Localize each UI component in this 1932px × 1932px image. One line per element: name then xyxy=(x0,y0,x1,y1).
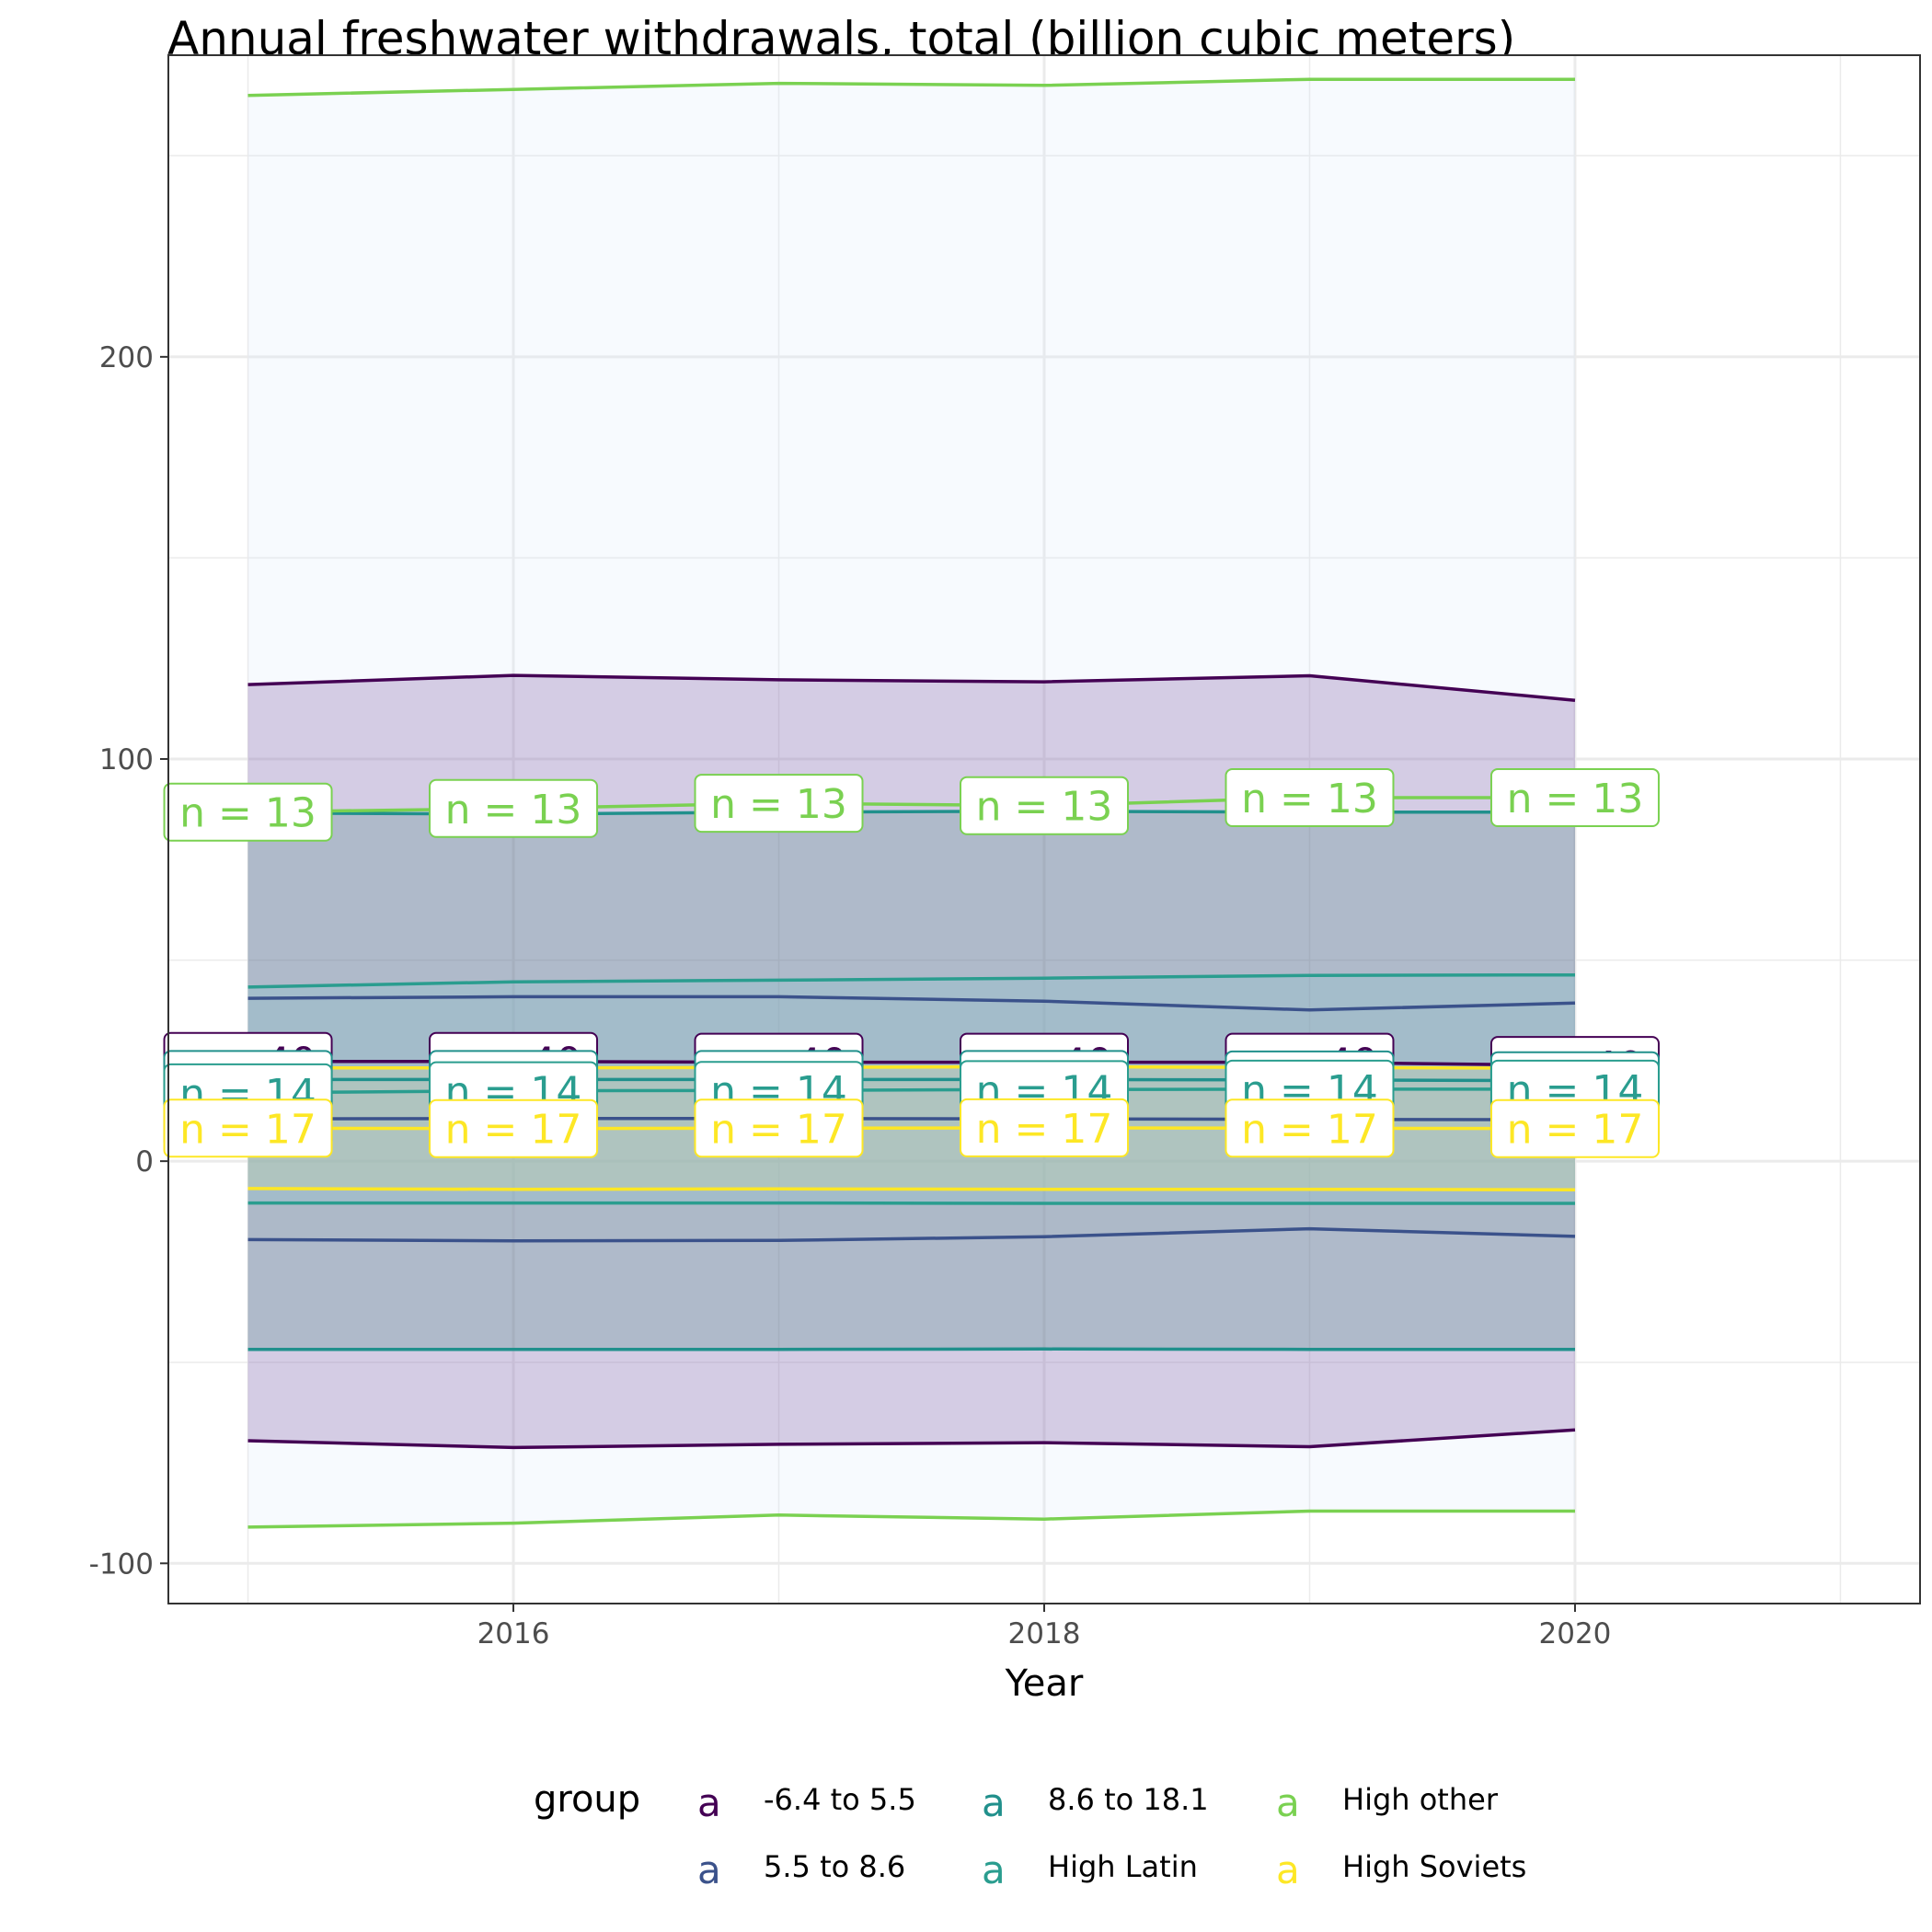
x-axis-title: Year xyxy=(1005,1662,1084,1705)
count-label-box xyxy=(163,1098,333,1158)
legend-item: a 8.6 to 18.1 xyxy=(982,1780,1209,1825)
lower-bound-line xyxy=(247,1428,1576,1450)
count-label: n = 13 xyxy=(694,774,864,834)
upper-bound-line xyxy=(247,77,1575,98)
count-label-box xyxy=(960,776,1129,835)
count-label-box xyxy=(1489,767,1660,827)
legend-label: High other xyxy=(1342,1782,1499,1817)
count-label-text: n = 17 xyxy=(445,1107,582,1154)
legend-title: group xyxy=(534,1778,640,1821)
count-label-text: n = 17 xyxy=(976,1106,1113,1153)
count-label-text: n = 13 xyxy=(1241,776,1378,822)
count-label-text: n = 13 xyxy=(445,787,582,834)
legend-key-glyph: a xyxy=(982,1847,1006,1892)
legend: group a -6.4 to 5.5 a 5.5 to 8.6 a 8.6 to 18.… xyxy=(534,1778,1526,1892)
lower-bound-line xyxy=(247,1226,1576,1243)
count-label: n = 17 xyxy=(163,1098,333,1158)
count-label: n = 17 xyxy=(1489,1098,1660,1158)
x-axis: 2016 2018 2020 xyxy=(477,1604,1612,1650)
upper-bound-line xyxy=(247,995,1576,1012)
count-label: n = 17 xyxy=(694,1098,864,1158)
count-label: n = 13 xyxy=(163,782,333,842)
x-tick-label: 2016 xyxy=(477,1617,550,1650)
legend-item: a High other xyxy=(1276,1780,1499,1825)
count-label-text: n = 17 xyxy=(1241,1106,1378,1153)
y-tick-label: -100 xyxy=(89,1547,154,1581)
count-label: n = 13 xyxy=(960,776,1129,835)
x-tick-label: 2018 xyxy=(1008,1617,1081,1650)
count-label-box xyxy=(163,782,333,842)
count-label: n = 17 xyxy=(960,1098,1129,1157)
legend-label: -6.4 to 5.5 xyxy=(764,1782,916,1817)
legend-item: a -6.4 to 5.5 xyxy=(697,1780,916,1825)
count-label-text: n = 13 xyxy=(710,781,847,828)
y-tick-label: 200 xyxy=(99,341,154,374)
lower-bound-line xyxy=(247,1509,1575,1529)
count-label-box xyxy=(429,1098,599,1158)
legend-label: High Latin xyxy=(1048,1849,1198,1884)
y-tick-label: 100 xyxy=(99,743,154,776)
gridlines xyxy=(168,55,1920,1604)
legend-label: High Soviets xyxy=(1342,1849,1526,1884)
count-label-box xyxy=(694,774,864,834)
legend-key-glyph: a xyxy=(697,1847,721,1892)
lower-bound-line xyxy=(247,1187,1576,1191)
count-label-text: n = 13 xyxy=(976,784,1113,831)
legend-key-glyph: a xyxy=(982,1780,1006,1825)
upper-bound-line xyxy=(247,673,1576,702)
legend-label: 5.5 to 8.6 xyxy=(764,1849,905,1884)
y-axis: -100 0 100 200 xyxy=(89,341,168,1581)
count-label-box xyxy=(1225,1098,1395,1158)
count-label-text: n = 13 xyxy=(1507,776,1644,822)
count-label-box xyxy=(429,778,599,838)
count-label: n = 13 xyxy=(1489,767,1660,827)
count-label-box xyxy=(1489,1098,1660,1158)
count-label-text: n = 17 xyxy=(179,1106,316,1153)
count-label: n = 17 xyxy=(429,1098,599,1158)
legend-item: a High Latin xyxy=(982,1847,1198,1892)
count-label: n = 13 xyxy=(1225,767,1395,827)
count-label-text: n = 13 xyxy=(179,790,316,837)
count-label-box xyxy=(694,1098,864,1158)
count-label: n = 17 xyxy=(1225,1098,1395,1158)
upper-bound-line xyxy=(247,972,1576,989)
count-label-box xyxy=(1225,767,1395,827)
count-label-text: n = 17 xyxy=(1507,1107,1644,1154)
y-tick-label: 0 xyxy=(135,1145,154,1179)
legend-key-glyph: a xyxy=(1276,1780,1300,1825)
legend-key-glyph: a xyxy=(1276,1847,1300,1892)
count-label-text: n = 17 xyxy=(710,1106,847,1153)
legend-item: a High Soviets xyxy=(1276,1847,1526,1892)
legend-key-glyph: a xyxy=(697,1780,721,1825)
count-label: n = 13 xyxy=(429,778,599,838)
legend-item: a 5.5 to 8.6 xyxy=(697,1847,905,1892)
x-tick-label: 2020 xyxy=(1539,1617,1612,1650)
count-labels: n = 40n = 40n = 40n = 40n = 40n = 40n = … xyxy=(163,767,1660,1158)
legend-label: 8.6 to 18.1 xyxy=(1048,1782,1209,1817)
count-label-box xyxy=(960,1098,1129,1157)
